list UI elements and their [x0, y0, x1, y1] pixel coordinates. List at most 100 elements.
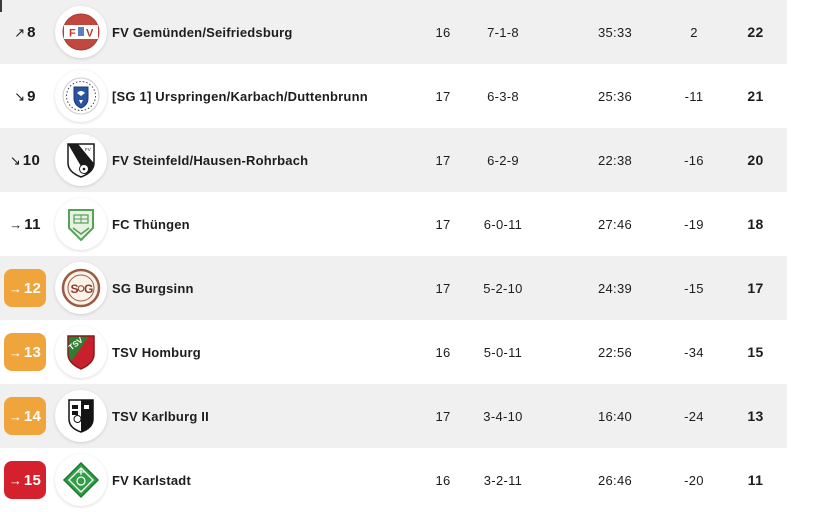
rank-number: 11 — [24, 215, 41, 233]
trend-down-icon: ↘ — [14, 88, 26, 104]
points: 11 — [747, 472, 764, 488]
goals: 22:56 — [597, 344, 633, 360]
points: 17 — [747, 280, 764, 296]
goals: 22:38 — [597, 152, 633, 168]
goals: 35:33 — [597, 24, 633, 40]
team-name: FV Gemünden/Seifriedsburg — [112, 24, 293, 40]
league-standings-table: ↗ 8 F V FV Gemünden/Seifriedsburg 16 7-1… — [0, 0, 787, 512]
goals: 25:36 — [597, 88, 633, 104]
rank-badge: → 14 — [4, 397, 46, 435]
games-played: 17 — [435, 280, 451, 296]
team-name: FV Karlstadt — [112, 472, 191, 488]
club-logo-cell — [50, 70, 112, 122]
club-logo-urspringen-icon — [55, 70, 107, 122]
win-draw-loss: 6-2-9 — [487, 152, 519, 168]
team-name: FV Steinfeld/Hausen-Rohrbach — [112, 152, 309, 168]
team-name: [SG 1] Urspringen/Karbach/Duttenbrunn — [112, 88, 368, 104]
rank-cell: → 15 — [0, 461, 50, 499]
win-draw-loss: 7-1-8 — [487, 24, 519, 40]
club-logo-cell: TSV — [50, 326, 112, 378]
rank-cell: → 13 — [0, 333, 50, 371]
trend-down-icon: ↘ — [9, 152, 21, 168]
games-played: 17 — [435, 152, 451, 168]
club-logo-fc-thuengen-icon — [55, 198, 107, 250]
table-row[interactable]: → 12 S G SG Burgsinn 17 5-2-10 24:39 -15… — [0, 256, 787, 320]
games-played: 17 — [435, 88, 451, 104]
goal-difference: -34 — [684, 344, 704, 360]
rank-badge: → 11 — [4, 205, 46, 243]
club-logo-tsv-homburg-icon: TSV — [55, 326, 107, 378]
club-logo-cell — [50, 454, 112, 506]
table-row[interactable]: → 15 FV Karlstadt 16 3-2-11 26:46 -20 11 — [0, 448, 787, 512]
rank-number: 13 — [23, 343, 42, 361]
games-played: 17 — [435, 408, 451, 424]
goals: 24:39 — [597, 280, 633, 296]
goal-difference: -19 — [684, 216, 704, 232]
club-logo-tsv-karlburg-icon — [55, 390, 107, 442]
table-row[interactable]: → 14 TSV Karlburg II 17 3-4-10 16: — [0, 384, 787, 448]
points: 15 — [747, 344, 764, 360]
win-draw-loss: 5-2-10 — [483, 280, 523, 296]
rank-number: 12 — [23, 279, 42, 297]
club-logo-fv-karlstadt-icon — [55, 454, 107, 506]
rank-cell: → 14 — [0, 397, 50, 435]
win-draw-loss: 6-0-11 — [483, 216, 523, 232]
table-row[interactable]: ↘ 10 FV FV Steinfeld/Hausen-Rohrbach 17 … — [0, 128, 787, 192]
rank-badge: ↗ 8 — [4, 13, 46, 51]
goals: 26:46 — [597, 472, 633, 488]
games-played: 17 — [435, 216, 451, 232]
team-name: TSV Karlburg II — [112, 408, 209, 424]
trend-same-icon: → — [9, 216, 23, 232]
goals: 27:46 — [597, 216, 633, 232]
svg-text:G: G — [84, 282, 93, 296]
trend-same-icon: → — [8, 344, 22, 360]
win-draw-loss: 6-3-8 — [487, 88, 519, 104]
rank-cell: → 11 — [0, 205, 50, 243]
rank-badge: ↘ 10 — [4, 141, 46, 179]
goal-difference: 2 — [690, 24, 698, 40]
points: 18 — [747, 216, 764, 232]
trend-same-icon: → — [8, 472, 22, 488]
club-logo-cell: FV — [50, 134, 112, 186]
rank-cell: ↘ 10 — [0, 141, 50, 179]
table-row[interactable]: → 11 FC Thüngen 17 6-0-11 27:46 -19 18 — [0, 192, 787, 256]
rank-badge: → 15 — [4, 461, 46, 499]
svg-text:V: V — [86, 28, 94, 40]
club-logo-sg-burgsinn-icon: S G — [55, 262, 107, 314]
team-name: SG Burgsinn — [112, 280, 194, 296]
goal-difference: -24 — [684, 408, 704, 424]
rank-badge: → 13 — [4, 333, 46, 371]
club-logo-cell — [50, 390, 112, 442]
rank-cell: ↗ 8 — [0, 13, 50, 51]
games-played: 16 — [435, 344, 451, 360]
goals: 16:40 — [597, 408, 633, 424]
goal-difference: -16 — [684, 152, 704, 168]
win-draw-loss: 3-2-11 — [483, 472, 523, 488]
points: 20 — [747, 152, 764, 168]
club-logo-cell: S G — [50, 262, 112, 314]
points: 21 — [747, 88, 764, 104]
team-name: TSV Homburg — [112, 344, 201, 360]
club-logo-cell — [50, 198, 112, 250]
table-row[interactable]: ↗ 8 F V FV Gemünden/Seifriedsburg 16 7-1… — [0, 0, 787, 64]
games-played: 16 — [435, 24, 451, 40]
club-logo-fv-steinfeld-icon: FV — [55, 134, 107, 186]
rank-number: 14 — [23, 407, 42, 425]
table-row[interactable]: → 13 TSV TSV Homburg 16 5-0-11 22:56 -34… — [0, 320, 787, 384]
club-logo-fv-gemuenden-icon: F V — [55, 6, 107, 58]
table-row[interactable]: ↘ 9 [SG 1] Urspringen/Karbach/Duttenbrun… — [0, 64, 787, 128]
trend-same-icon: → — [8, 280, 22, 296]
table-edge-mark — [0, 0, 2, 12]
svg-text:F: F — [69, 28, 76, 40]
rank-cell: → 12 — [0, 269, 50, 307]
rank-badge: → 12 — [4, 269, 46, 307]
win-draw-loss: 5-0-11 — [483, 344, 523, 360]
goal-difference: -15 — [684, 280, 704, 296]
rank-number: 9 — [27, 87, 36, 105]
rank-number: 10 — [22, 151, 41, 169]
rank-badge: ↘ 9 — [4, 77, 46, 115]
team-name: FC Thüngen — [112, 216, 190, 232]
goal-difference: -20 — [684, 472, 704, 488]
rank-cell: ↘ 9 — [0, 77, 50, 115]
trend-same-icon: → — [8, 408, 22, 424]
